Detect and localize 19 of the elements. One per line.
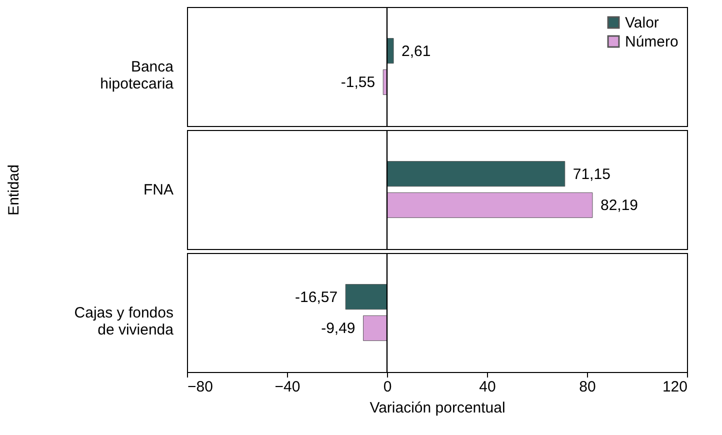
legend-label: Número (625, 34, 678, 50)
x-tick-label: 120 (662, 378, 688, 396)
y-tick-label: FNA (144, 182, 174, 198)
x-axis-title: Variación porcentual (370, 400, 506, 416)
x-tick-label: 40 (479, 378, 496, 396)
legend-label: Valor (625, 14, 659, 32)
data-label: 2,61 (402, 42, 431, 60)
x-tick-label: −80 (188, 378, 213, 396)
y-tick-label: Banca hipotecaria (100, 58, 174, 92)
data-label: 82,19 (600, 197, 638, 214)
y-tick-label: Cajas y fondos de vivienda (74, 304, 174, 338)
x-tick-label: 80 (579, 378, 596, 396)
x-tick-label: 0 (383, 378, 392, 396)
data-label: -16,57 (295, 288, 338, 306)
y-axis-title: Entidad (6, 164, 22, 216)
data-label: -1,55 (340, 74, 376, 92)
data-label: 71,15 (572, 166, 610, 183)
x-tick-label: −40 (274, 378, 300, 396)
data-label: -9,49 (321, 320, 356, 338)
